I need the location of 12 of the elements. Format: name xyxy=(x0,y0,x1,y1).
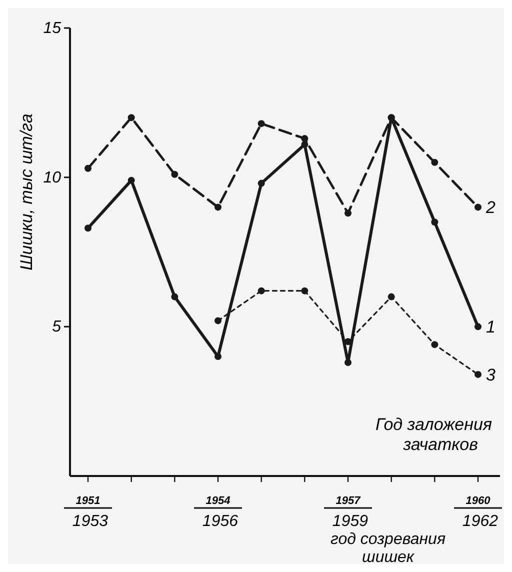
x-tick-label: 1954 1956 xyxy=(198,495,238,530)
series-label: 1 xyxy=(486,318,496,337)
y-tick-label: 15 xyxy=(43,20,62,37)
y-axis-title: Шишки, тыс шт/га xyxy=(17,114,36,270)
x-tick-label: 1951 1953 xyxy=(68,495,108,530)
series-label: 3 xyxy=(486,365,496,384)
x-tick-label: 1960 1962 xyxy=(458,495,498,530)
text: год созревания шишек xyxy=(330,531,446,566)
y-tick-label: 5 xyxy=(52,318,62,336)
x-axis-title: Год заложения зачатков xyxy=(375,415,492,454)
y-tick-label: 10 xyxy=(43,169,62,186)
series-label: 2 xyxy=(485,198,496,218)
